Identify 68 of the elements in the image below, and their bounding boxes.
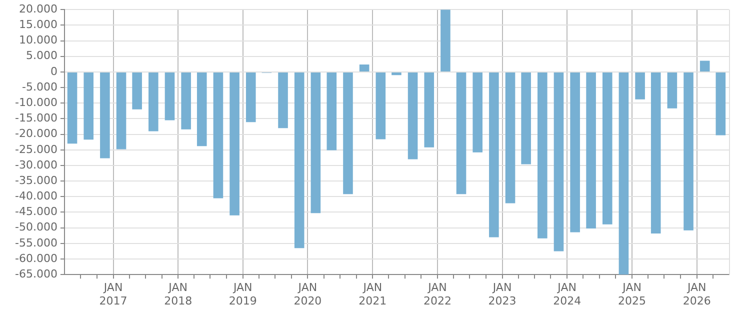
bar: [684, 72, 694, 230]
y-tick-label: -60.000: [14, 252, 58, 265]
bar: [586, 72, 596, 228]
bar: [602, 72, 612, 224]
y-tick-label: -15.000: [14, 112, 58, 125]
bar: [181, 72, 191, 130]
y-tick-label: -30.000: [14, 158, 58, 172]
x-tick-label: JAN 2023: [488, 281, 516, 308]
bar: [700, 60, 710, 72]
x-tick-label: JAN 2021: [358, 281, 387, 308]
bar: [326, 72, 337, 150]
bar: [196, 72, 207, 146]
x-tick-label: JAN 2024: [553, 281, 582, 308]
x-tick-label: JAN 2022: [423, 281, 452, 308]
bar: [359, 64, 370, 72]
bar: [635, 72, 645, 100]
x-tick-label: JAN 2019: [228, 281, 257, 308]
y-tick-label: -65.000: [14, 267, 58, 280]
bar: [456, 72, 466, 194]
y-tick-label: 0: [50, 64, 58, 78]
bar: [343, 72, 353, 194]
bar: [116, 72, 126, 150]
bar: [148, 72, 158, 132]
bar: [716, 72, 726, 136]
bar: [554, 72, 564, 252]
bar: [246, 72, 256, 122]
bar: [440, 10, 450, 72]
x-tick-label: JAN 2026: [682, 281, 711, 308]
bar: [294, 72, 304, 248]
bar: [521, 72, 531, 164]
y-tick-label: -40.000: [14, 190, 58, 203]
bar: [392, 72, 402, 76]
y-tick-label: -50.000: [14, 220, 58, 234]
x-tick-label: JAN 2025: [618, 281, 646, 308]
bar: [408, 72, 418, 160]
bar: [164, 72, 175, 120]
bar: [278, 72, 288, 128]
y-tick-label: 10.000: [18, 34, 58, 47]
bar: [667, 72, 678, 108]
bar: [538, 72, 548, 238]
bar: [472, 72, 482, 152]
bar: [489, 72, 499, 238]
x-tick-label: JAN 2020: [294, 281, 322, 308]
bar: [505, 72, 516, 204]
bar: [618, 72, 629, 275]
y-tick-label: 5.000: [26, 49, 58, 62]
bar: [67, 72, 78, 144]
bar: [570, 72, 580, 232]
y-tick-label: -35.000: [14, 174, 58, 187]
bar: [376, 72, 386, 140]
y-tick-label: -45.000: [14, 205, 58, 218]
bar: [213, 72, 224, 198]
y-tick-label: -55.000: [14, 236, 58, 250]
bar: [650, 72, 661, 234]
y-tick-label: -20.000: [14, 127, 58, 140]
bar: [424, 72, 434, 148]
bar: [310, 72, 321, 214]
y-tick-label: -10.000: [14, 96, 58, 109]
bar: [230, 72, 240, 216]
x-tick-label: JAN 2017: [99, 281, 128, 308]
y-tick-label: -25.000: [14, 142, 58, 156]
y-tick-label: -5.000: [22, 80, 58, 94]
x-tick-label: JAN 2018: [164, 281, 192, 308]
y-tick-label: 20.000: [18, 2, 58, 16]
y-tick-label: 15.000: [18, 18, 58, 32]
bar: [84, 72, 94, 140]
bar: [132, 72, 142, 110]
bar: [100, 72, 110, 158]
